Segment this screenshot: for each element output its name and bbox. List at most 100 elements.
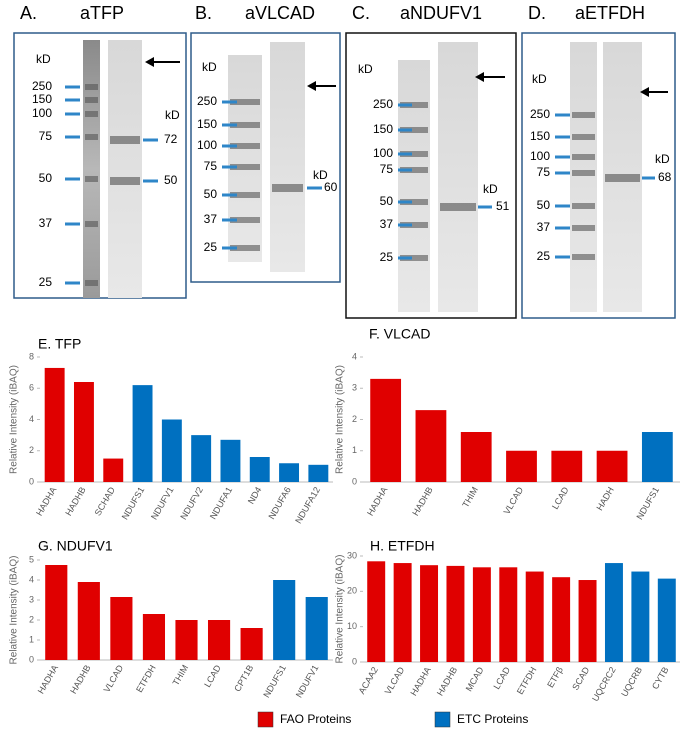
ladder-band	[400, 102, 428, 108]
chart-title: F. VLCAD	[369, 326, 430, 342]
marker-label: 150	[373, 122, 393, 136]
ladder-band	[230, 99, 260, 105]
x-tick-label: MCAD	[464, 665, 486, 693]
x-tick-label: NDUFA6	[266, 485, 292, 521]
chart-title: E. TFP	[38, 336, 81, 352]
y-tick-label: 5	[29, 554, 34, 564]
sample-band	[110, 177, 140, 185]
ladder-band	[85, 97, 98, 103]
bar	[499, 567, 518, 662]
ladder-band	[85, 134, 98, 140]
x-tick-label: HADHB	[63, 485, 87, 517]
panel-title: aNDUFV1	[400, 3, 482, 23]
x-tick-label: HADHA	[36, 663, 60, 695]
marker-label: 50	[39, 171, 53, 185]
bar	[370, 378, 402, 482]
bar	[175, 620, 198, 660]
bar	[415, 410, 447, 482]
bar	[45, 565, 68, 660]
band-label: 51	[496, 199, 510, 213]
x-tick-label: UQCRC2	[590, 665, 618, 703]
y-tick-label: 0	[29, 476, 34, 486]
band-label: 72	[164, 132, 178, 146]
x-tick-label: UQCRB	[619, 665, 644, 698]
blot-lane	[570, 42, 597, 312]
unit-label: kD	[313, 168, 328, 182]
sample-band	[440, 203, 476, 211]
y-tick-label: 3	[29, 594, 34, 604]
x-tick-label: HADHA	[408, 665, 432, 697]
bar	[44, 367, 65, 482]
x-tick-label: CPT1B	[232, 663, 255, 693]
legend-swatch	[257, 711, 274, 728]
x-tick-label: VLCAD	[502, 485, 526, 516]
x-tick-label: NDUFV1	[149, 485, 176, 521]
x-tick-label: ETFβ	[545, 665, 565, 689]
blot-frame	[521, 32, 676, 319]
marker-label: 75	[537, 165, 551, 179]
blot-lane	[83, 40, 100, 298]
chart-title: G. NDUFV1	[38, 538, 113, 554]
marker-label: 37	[380, 217, 394, 231]
bar	[552, 577, 571, 662]
unit-label: kD	[655, 152, 670, 166]
marker-label: 37	[537, 220, 551, 234]
y-tick-label: 4	[29, 414, 34, 424]
x-tick-label: THIM	[171, 663, 191, 687]
sample-band	[272, 184, 303, 192]
bar	[132, 385, 153, 482]
marker-label: 75	[380, 162, 394, 176]
marker-label: 250	[530, 107, 550, 121]
marker-label: 25	[380, 250, 394, 264]
y-tick-label: 3	[352, 383, 357, 393]
sample-band	[605, 174, 640, 182]
y-tick-label: 2	[29, 445, 34, 455]
x-tick-label: NDUFV1	[294, 663, 321, 699]
x-tick-label: ETFDH	[515, 665, 539, 696]
panel-title: aTFP	[80, 3, 124, 23]
x-tick-label: CYTB	[650, 665, 671, 691]
bar	[73, 382, 94, 482]
y-tick-label: 4	[29, 574, 34, 584]
ladder-band	[85, 280, 98, 286]
y-axis-label: Relative Intensity (iBAQ)	[9, 365, 20, 474]
y-tick-label: 0	[352, 476, 357, 486]
blot-lane	[398, 60, 430, 312]
unit-label: kD	[358, 62, 373, 76]
bar	[110, 597, 133, 660]
marker-label: 50	[204, 187, 218, 201]
marker-label: 150	[32, 92, 52, 106]
y-tick-label: 10	[347, 621, 357, 631]
y-tick-label: 2	[352, 414, 357, 424]
chart-title: H. ETFDH	[370, 538, 435, 554]
bar	[460, 432, 492, 482]
x-tick-label: HADH	[594, 485, 615, 512]
arrow-head	[307, 81, 316, 91]
bar	[525, 571, 544, 662]
x-tick-label: ND4	[246, 485, 264, 506]
marker-label: 250	[197, 94, 217, 108]
marker-label: 150	[197, 117, 217, 131]
marker-label: 25	[204, 240, 218, 254]
bar	[472, 567, 491, 662]
x-tick-label: NDUFV2	[178, 485, 205, 521]
blot-frame	[345, 32, 517, 319]
marker-label: 25	[537, 249, 551, 263]
bar	[142, 614, 166, 660]
x-tick-label: THIM	[460, 485, 480, 509]
legend-label: ETC Proteins	[457, 712, 528, 726]
x-tick-label: ACAA2	[357, 665, 380, 696]
panel-title: aVLCAD	[245, 3, 315, 23]
x-tick-label: HADHA	[34, 485, 58, 517]
x-tick-label: HADHB	[435, 665, 459, 697]
x-tick-label: NDUFS1	[261, 663, 288, 699]
x-tick-label: NDUFS1	[120, 485, 147, 521]
bar	[551, 450, 583, 482]
arrow-head	[145, 57, 154, 67]
arrow-head	[640, 87, 649, 97]
ladder-band	[572, 170, 595, 176]
ladder-band	[85, 111, 98, 117]
y-tick-label: 4	[352, 351, 357, 361]
panel-label: A.	[20, 3, 37, 23]
